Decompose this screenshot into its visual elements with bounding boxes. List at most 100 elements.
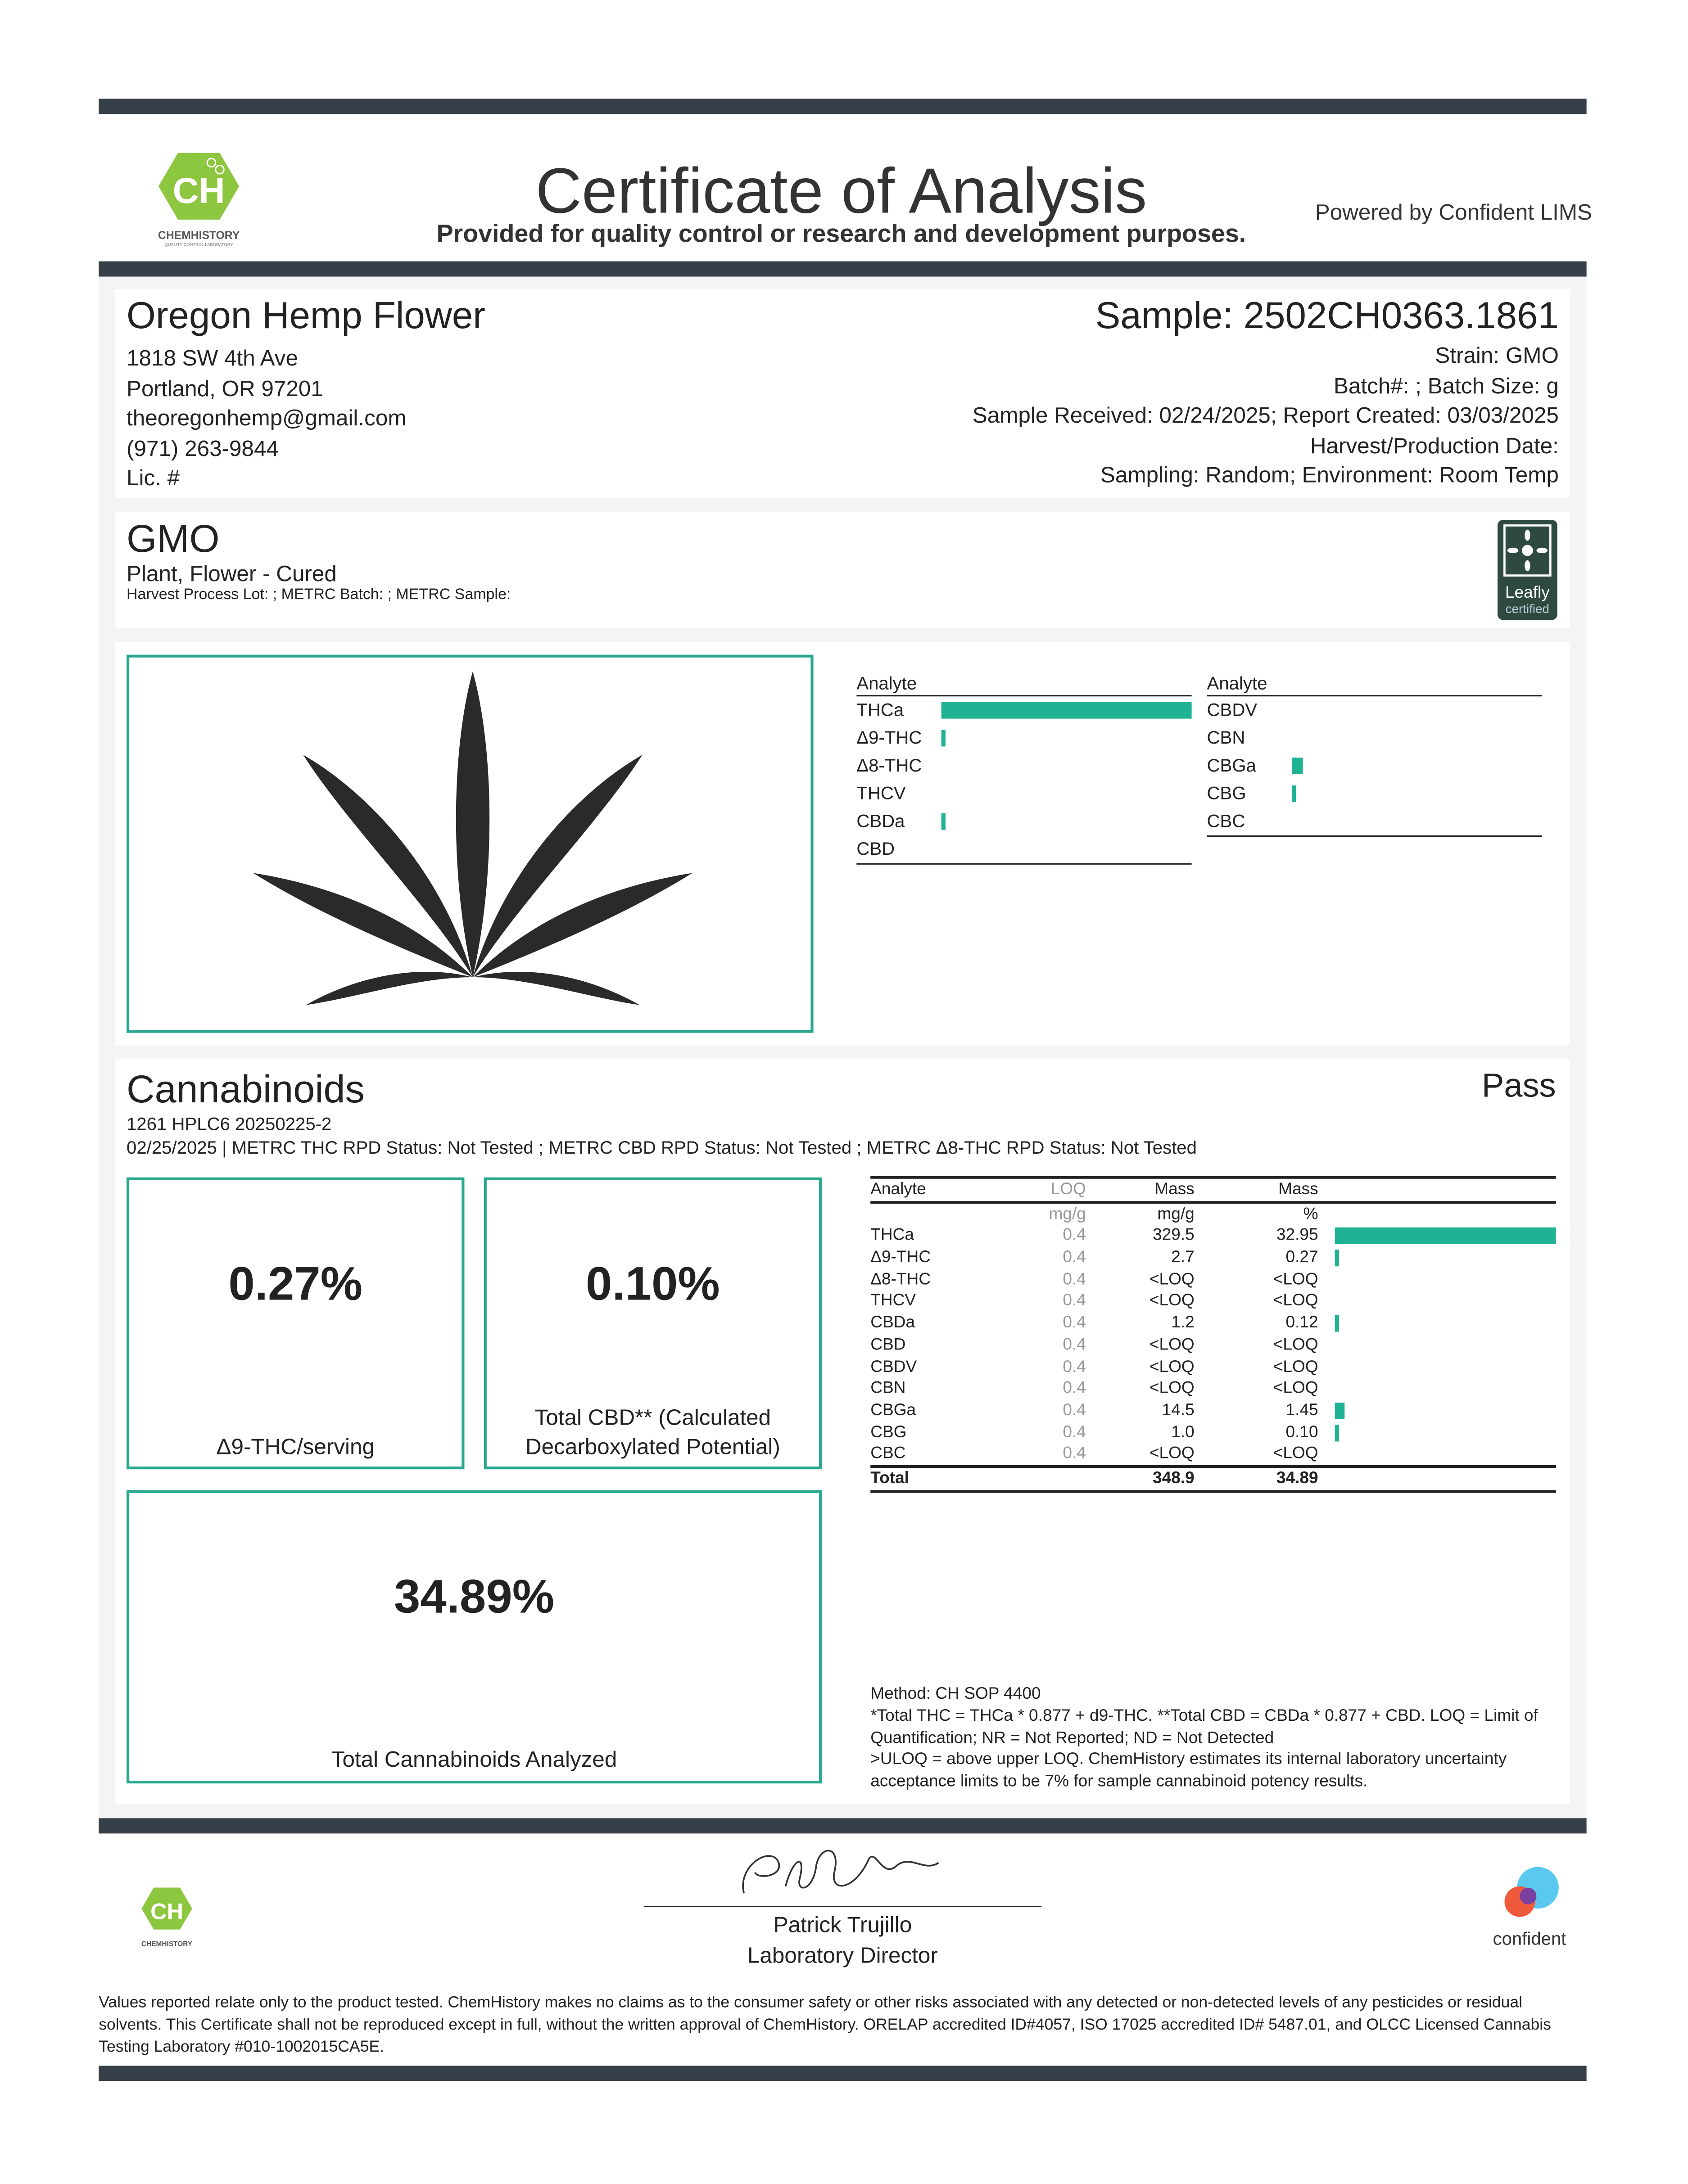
analyte-name: CBD [856,838,895,859]
loq-value: 0.4 [1063,1443,1086,1463]
summary-bar [941,730,946,747]
total-label: Total [870,1467,910,1488]
results-units-row: mg/g mg/g % [870,1203,1556,1225]
summary-row: CBDV [1207,696,1542,724]
header-loq: LOQ [1050,1178,1086,1199]
confident-logo: confident [1474,1865,1585,1949]
loq-value: 0.4 [1063,1268,1086,1288]
chemhistory-logo: CH CHEMHISTORY QUALITY CONTROL LABORATOR… [150,150,248,248]
rpd-status: 02/25/2025 | METRC THC RPD Status: Not T… [127,1137,1197,1158]
analyte-name: CBDa [856,810,905,831]
analyte-name: Δ8-THC [856,754,922,776]
loq-value: 0.4 [1063,1356,1086,1376]
summary-row: CBGa [1207,752,1542,780]
product-lots: Harvest Process Lot: ; METRC Batch: ; ME… [127,587,511,604]
logo-text: CHEMHISTORY [158,229,240,242]
powered-by: Powered by Confident LIMS [1315,201,1592,226]
summary-row: Δ8-THC [856,752,1191,780]
sample-id: Sample: 2502CH0363.1861 [1095,294,1559,337]
mass-pct-value: <LOQ [1273,1356,1318,1376]
mass-mg-value: 1.0 [1171,1421,1195,1441]
summary-right-header: Analyte [1207,673,1542,697]
analyte-name: CBDa [870,1312,915,1332]
total-cannabinoids-value: 34.89% [394,1570,555,1624]
thc-serving-label: Δ9-THC/serving [216,1436,375,1460]
result-bar [1335,1315,1339,1332]
confident-text: confident [1493,1928,1566,1949]
sample-details: Strain: GMO Batch#: ; Batch Size: g Samp… [973,342,1559,492]
confident-circles-icon [1504,1867,1559,1917]
analyte-name: Δ8-THC [870,1268,931,1288]
mass-pct-value: <LOQ [1273,1268,1318,1288]
mass-mg-value: 14.5 [1162,1399,1195,1419]
analyte-name: THCV [856,782,906,803]
bottom-divider [99,2066,1587,2081]
leafly-text: Leafly [1505,582,1550,602]
unit-mass-mg: mg/g [1157,1203,1195,1223]
summary-row: CBDa [856,808,1191,835]
result-bar [1335,1402,1345,1419]
mass-pct-value: 0.10 [1285,1421,1318,1441]
cannabinoids-title: Cannabinoids [127,1067,365,1111]
results-row: CBDV 0.4 <LOQ <LOQ [870,1356,1556,1378]
analyte-name: THCa [856,699,904,720]
summary-row: THCV [856,780,1191,808]
unit-loq: mg/g [1049,1203,1086,1223]
client-name: Oregon Hemp Flower [127,294,486,337]
signatory-title: Laboratory Director [747,1945,938,1968]
summary-row: Δ9-THC [856,724,1191,752]
client-sample-panel: Oregon Hemp Flower 1818 SW 4th Ave Portl… [115,289,1570,498]
analyte-name: CBGa [1207,754,1256,776]
leafly-leaf-icon [1503,524,1552,577]
hexagon-logo-icon: CH [141,1887,192,1930]
summary-bar [1291,785,1296,802]
footer-divider [99,1818,1587,1834]
analyte-name: CBD [870,1334,906,1354]
footer-logo-text: CHEMHISTORY [141,1940,193,1949]
analyte-name: CBN [1207,727,1245,748]
total-cbd-card: 0.10% Total CBD** (Calculated Decarboxyl… [484,1177,822,1470]
summary-bar [1291,758,1303,775]
results-row: CBD 0.4 <LOQ <LOQ [870,1334,1556,1356]
notes: *Total THC = THCa * 0.877 + d9-THC. **To… [870,1705,1538,1747]
total-cannabinoids-card: 34.89% Total Cannabinoids Analyzed [127,1490,822,1784]
svg-text:CH: CH [150,1898,183,1924]
loq-value: 0.4 [1063,1334,1086,1354]
results-table: Analyte LOQ Mass Mass mg/g mg/g % THCa 0.… [870,1176,1556,1493]
loq-value: 0.4 [1063,1399,1086,1419]
disclaimer: Values reported relate only to the produ… [99,1994,1551,2056]
results-row: CBN 0.4 <LOQ <LOQ [870,1378,1556,1399]
analyte-name: Δ9-THC [870,1247,931,1267]
summary-row: CBN [1207,724,1542,752]
summary-table-right: Analyte CBDV CBN CBGa CBG CBC [1207,673,1542,837]
client-address-line2: Portland, OR 97201 [127,377,323,401]
hexagon-logo-icon: CH [158,153,240,220]
mass-mg-value: <LOQ [1149,1334,1195,1354]
sample-batch: Batch#: ; Batch Size: g [1333,375,1559,398]
results-total-row: Total 348.9 34.89 [870,1465,1556,1493]
signature-image [742,1850,939,1894]
product-image-frame [127,654,814,1033]
results-row: CBGa 0.4 14.5 1.45 [870,1399,1556,1421]
mass-mg-value: <LOQ [1149,1291,1195,1310]
loq-value: 0.4 [1063,1421,1086,1441]
header-divider [99,261,1587,277]
analyte-name: CBG [870,1421,907,1441]
mass-mg-value: <LOQ [1149,1268,1195,1288]
product-type: Plant, Flower - Cured [127,563,337,587]
chemhistory-footer-logo: CH CHEMHISTORY [136,1884,198,1949]
method: Method: CH SOP 4400 [870,1683,1041,1703]
mass-mg-value: <LOQ [1149,1356,1195,1376]
analyte-name: CBDV [1207,699,1258,720]
mass-pct-value: <LOQ [1273,1443,1318,1463]
page-subtitle: Provided for quality control or research… [436,219,1246,248]
notes-uloq: >ULOQ = above upper LOQ. ChemHistory est… [870,1749,1507,1791]
results-row: CBG 0.4 1.0 0.10 [870,1421,1556,1443]
results-row: THCV 0.4 <LOQ <LOQ [870,1291,1556,1312]
mass-pct-value: 0.27 [1285,1247,1318,1267]
analyte-name: CBN [870,1377,906,1398]
summary-table-left: Analyte THCa Δ9-THC Δ8-THC THCV CBDa CBD [856,673,1192,865]
client-email[interactable]: theoregonhemp@gmail.com [127,407,407,431]
signatory: Patrick Trujillo Laboratory Director [644,1911,1041,1972]
analyte-name: CBG [1207,782,1246,803]
